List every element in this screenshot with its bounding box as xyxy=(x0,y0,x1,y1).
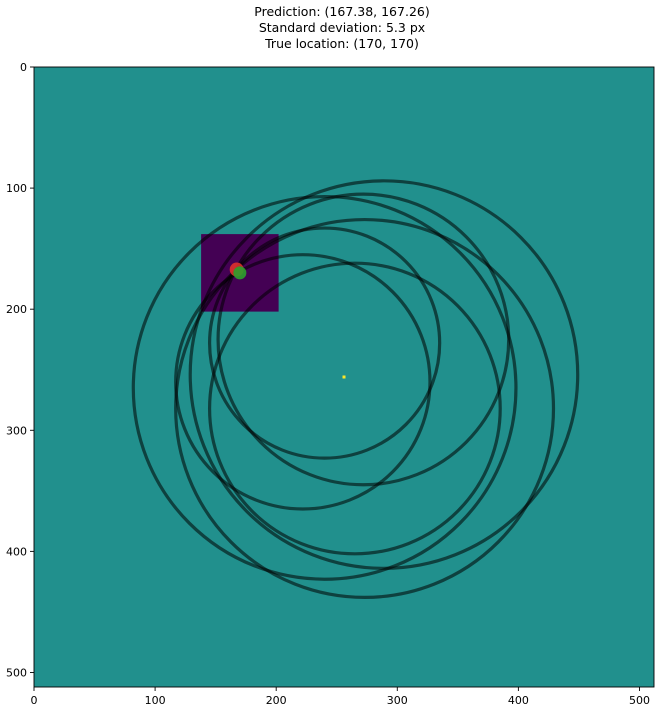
y-axis: 0 100 200 300 400 500 xyxy=(6,61,34,679)
y-tick-label: 500 xyxy=(6,666,27,679)
ring-6 xyxy=(174,253,432,511)
center-marker xyxy=(342,375,346,379)
ring-5 xyxy=(207,226,442,460)
y-tick-label: 100 xyxy=(6,182,27,195)
x-axis: 0 100 200 300 400 500 xyxy=(31,687,650,707)
y-tick-label: 200 xyxy=(6,303,27,316)
x-tick-label: 0 xyxy=(31,694,38,707)
y-tick-label: 0 xyxy=(20,61,27,74)
x-tick-label: 400 xyxy=(508,694,529,707)
ring-3 xyxy=(207,261,502,556)
ring-4 xyxy=(131,194,518,581)
true-location-marker xyxy=(233,266,247,280)
y-tick-label: 400 xyxy=(6,545,27,558)
circle-group xyxy=(131,179,580,599)
y-tick-label: 300 xyxy=(6,424,27,437)
axes-frame xyxy=(33,66,655,688)
chart-title: Prediction: (167.38, 167.26) Standard de… xyxy=(254,4,430,51)
ring-7 xyxy=(174,217,556,599)
x-tick-label: 300 xyxy=(387,694,408,707)
x-tick-label: 100 xyxy=(145,694,166,707)
x-tick-label: 500 xyxy=(629,694,650,707)
x-tick-label: 200 xyxy=(266,694,287,707)
